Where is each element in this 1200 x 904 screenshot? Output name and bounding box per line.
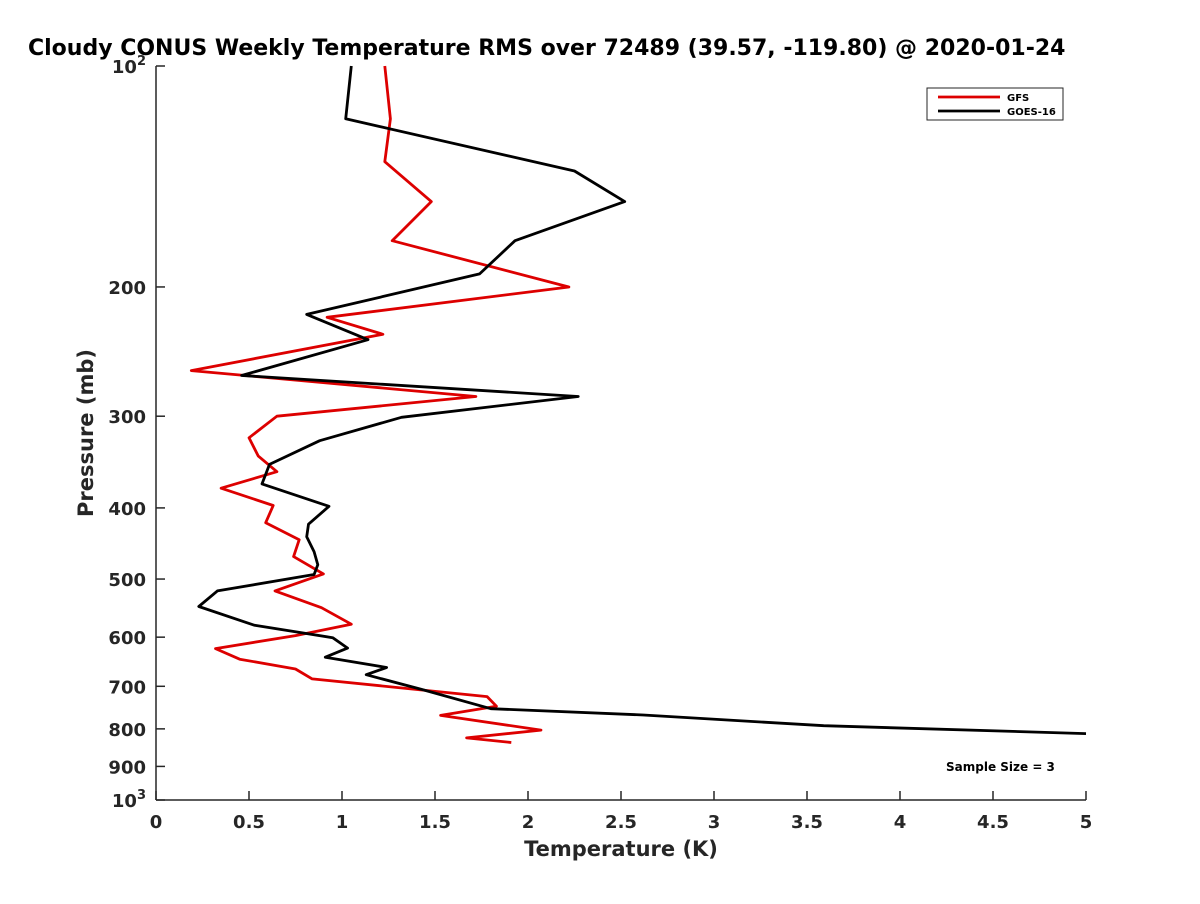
x-tick-label: 0 <box>150 812 163 833</box>
x-tick-label: 1.5 <box>419 812 451 833</box>
y-tick-label: 103 <box>112 788 146 812</box>
legend-label-gfs: GFS <box>1007 93 1029 104</box>
y-tick-label: 200 <box>108 278 146 299</box>
x-tick-label: 4.5 <box>977 812 1009 833</box>
legend-box <box>926 87 1064 121</box>
x-tick-label: 0.5 <box>233 812 265 833</box>
y-tick-label: 900 <box>108 757 146 778</box>
x-axis-title: Temperature (K) <box>524 837 718 861</box>
x-tick-label: 2 <box>522 812 535 833</box>
y-ticks: 102 200 300 400 500 600 700 800 900 103 <box>108 54 165 812</box>
x-tick-label: 5 <box>1080 812 1093 833</box>
series-line-goes-16 <box>197 65 1087 735</box>
chart-title: Cloudy CONUS Weekly Temperature RMS over… <box>28 36 1065 61</box>
x-tick-label: 1 <box>336 812 349 833</box>
y-tick-label: 400 <box>108 499 146 520</box>
sample-size-annotation: Sample Size = 3 <box>946 760 1055 774</box>
x-tick-label: 2.5 <box>605 812 637 833</box>
y-tick-label: 600 <box>108 628 146 649</box>
y-tick-label: 700 <box>108 677 146 698</box>
legend-label-goes-16: GOES-16 <box>1007 107 1056 118</box>
x-tick-label: 3 <box>708 812 721 833</box>
legend: GFS GOES-16 <box>926 87 1064 121</box>
x-tick-label: 3.5 <box>791 812 823 833</box>
x-tick-label: 4 <box>894 812 907 833</box>
series-line-gfs <box>189 65 571 744</box>
axes <box>155 66 1086 801</box>
y-tick-label: 300 <box>108 407 146 428</box>
y-tick-label: 800 <box>108 720 146 741</box>
y-tick-label: 102 <box>112 54 146 78</box>
x-ticks: 0 0.5 1 1.5 2 2.5 3 3.5 4 4.5 5 <box>150 791 1093 833</box>
y-tick-label: 500 <box>108 570 146 591</box>
y-axis-title: Pressure (mb) <box>74 349 98 517</box>
plot-lines <box>189 65 1087 744</box>
